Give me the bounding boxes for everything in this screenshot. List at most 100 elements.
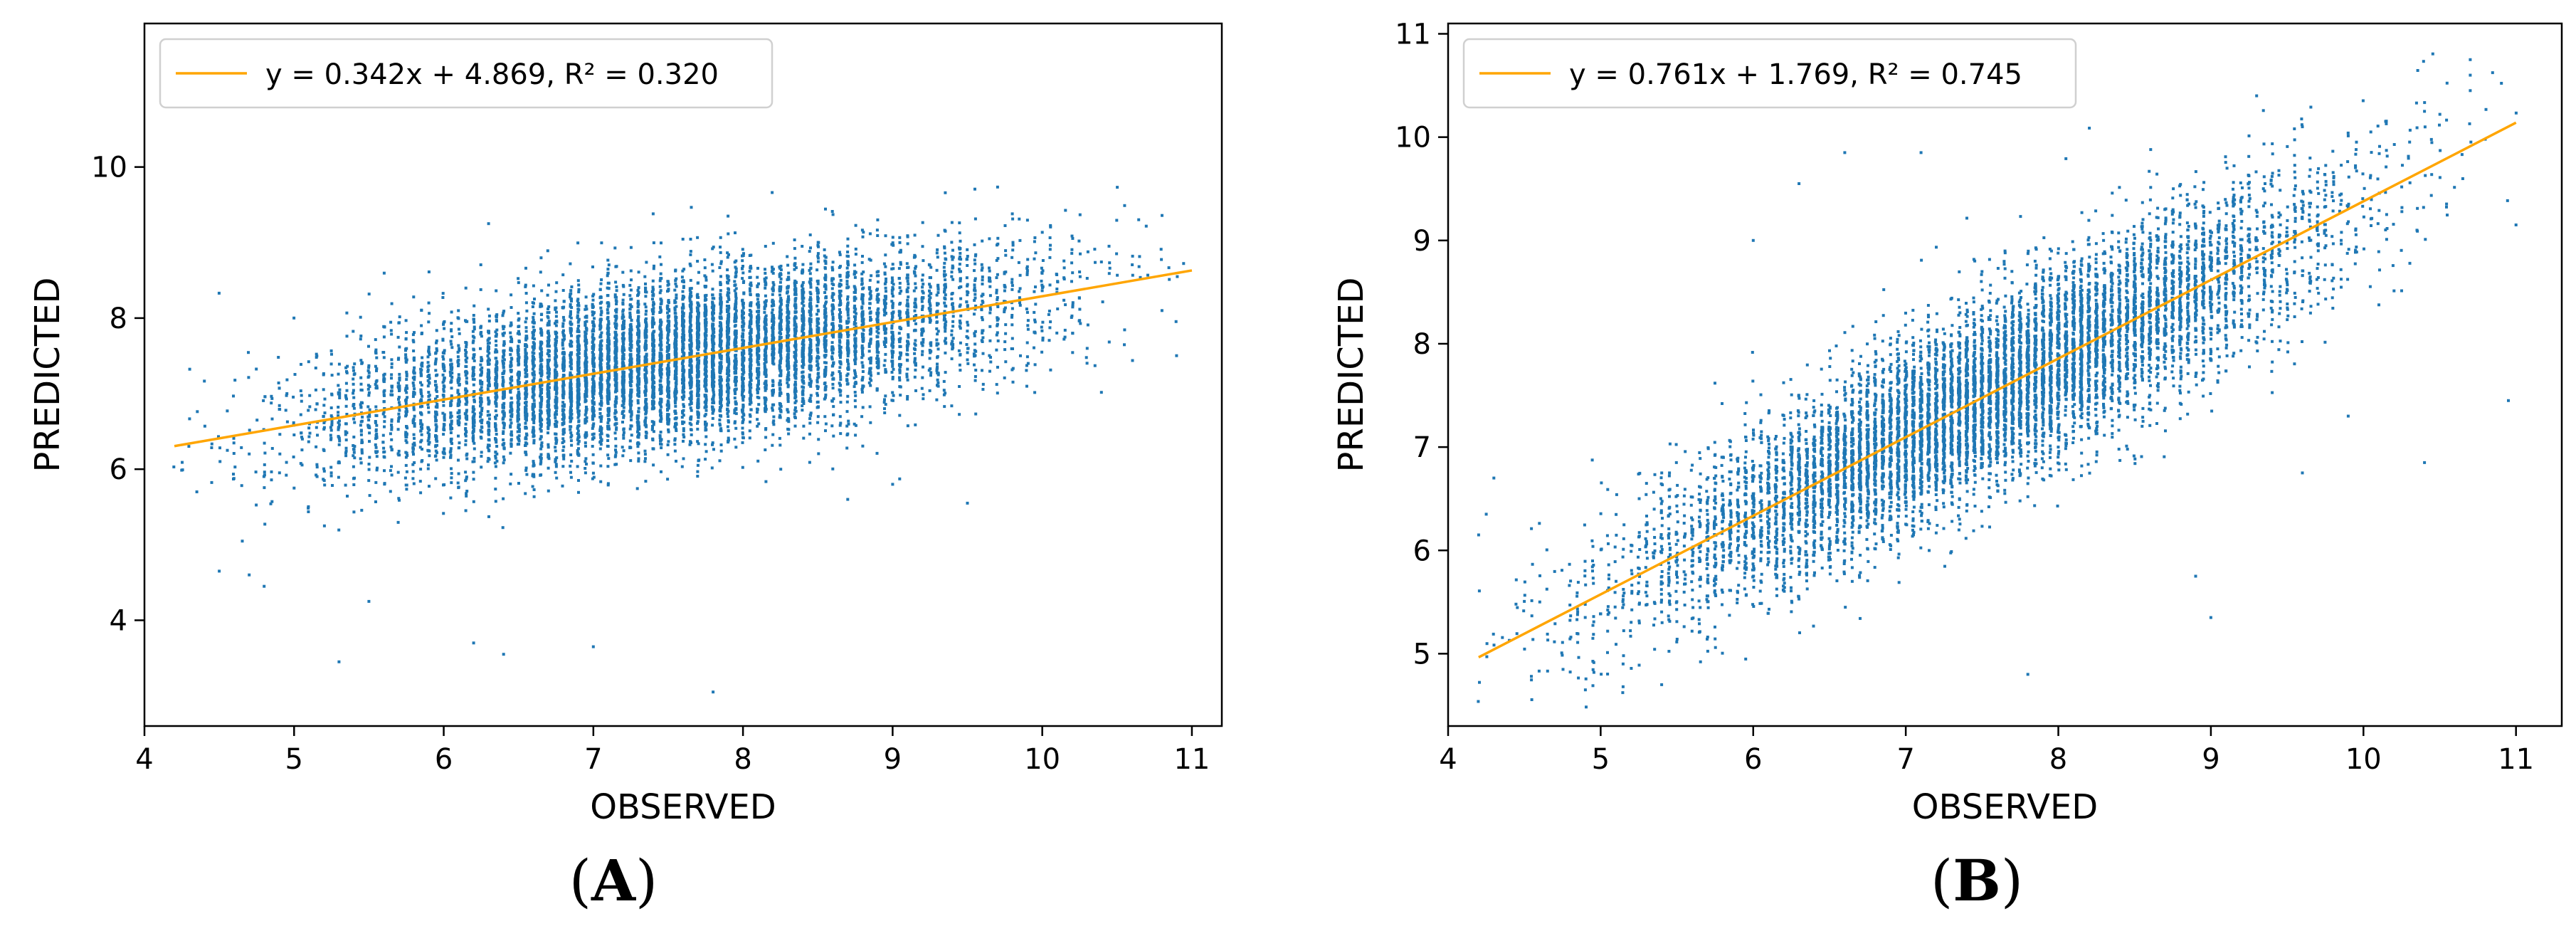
chart-a-point <box>322 421 326 424</box>
chart-a-point <box>959 277 962 280</box>
chart-a-point <box>524 347 527 351</box>
chart-a-point <box>869 362 872 365</box>
chart-a-point <box>867 349 871 353</box>
chart-a-point <box>944 278 947 282</box>
chart-a-point <box>824 288 828 291</box>
chart-a-point <box>412 295 416 299</box>
chart-a-point <box>913 352 917 355</box>
chart-a-point <box>419 491 423 495</box>
chart-a-point <box>495 441 498 444</box>
chart-a-point <box>778 443 782 447</box>
chart-a-point <box>988 307 992 311</box>
chart-a-point <box>719 293 722 297</box>
chart-a-point <box>697 416 700 419</box>
chart-a-point <box>899 261 902 264</box>
chart-a-point <box>599 282 603 285</box>
chart-a-point <box>891 263 894 266</box>
chart-a-point <box>884 297 887 300</box>
chart-a-point <box>554 363 557 367</box>
chart-a-point <box>412 482 416 485</box>
chart-a-point <box>757 422 761 426</box>
chart-a-point <box>1003 340 1007 344</box>
chart-a-point <box>389 320 393 324</box>
chart-a-point <box>981 275 984 279</box>
chart-a-point <box>741 281 745 284</box>
chart-a-point <box>853 318 857 321</box>
chart-a-point <box>345 389 349 392</box>
chart-a-point <box>726 376 729 379</box>
chart-a-point <box>636 445 640 448</box>
chart-a-point <box>1033 236 1037 239</box>
chart-a-point <box>539 318 543 322</box>
chart-a-point <box>742 291 746 295</box>
chart-a-point <box>749 356 752 359</box>
chart-a-point <box>815 401 819 404</box>
chart-a-point <box>862 231 865 234</box>
chart-a-point <box>898 241 902 244</box>
chart-a-point <box>988 285 992 288</box>
chart-a-point <box>532 399 536 402</box>
chart-a-point <box>337 406 340 409</box>
chart-a-point <box>1047 310 1051 312</box>
chart-a-point <box>950 270 954 274</box>
chart-a-point <box>419 419 423 422</box>
chart-a-point <box>367 463 371 466</box>
chart-a-point <box>502 364 505 367</box>
chart-a-point <box>898 281 902 285</box>
chart-a-point <box>658 255 662 258</box>
chart-a-point <box>666 311 669 315</box>
chart-a-point <box>935 293 939 297</box>
chart-a-point <box>854 424 857 427</box>
chart-a-point <box>420 460 423 463</box>
chart-a-point <box>778 416 781 419</box>
chart-a-point <box>1176 275 1179 278</box>
chart-a-point <box>651 312 655 315</box>
chart-a-point <box>936 330 940 333</box>
chart-a-point <box>352 396 356 399</box>
chart-a-point <box>658 388 662 391</box>
chart-a-point <box>269 502 273 505</box>
chart-a-point <box>1107 244 1111 248</box>
chart-a-point <box>690 399 692 403</box>
chart-a-point <box>562 319 566 322</box>
chart-a-point <box>569 262 572 265</box>
chart-a-point <box>667 310 671 312</box>
chart-a-point <box>600 310 603 313</box>
chart-a-point <box>418 446 422 449</box>
chart-a-point <box>458 347 461 350</box>
chart-a-point <box>540 289 544 293</box>
chart-a-point <box>547 443 550 446</box>
chart-a-point <box>838 308 841 311</box>
chart-a-point <box>1003 289 1006 293</box>
chart-a-point <box>883 407 886 411</box>
chart-a-point <box>838 313 841 317</box>
chart-a-point <box>778 353 782 357</box>
chart-a-point <box>412 453 415 456</box>
chart-a-point <box>435 329 438 332</box>
chart-a-point <box>344 454 348 458</box>
chart-a-point <box>965 276 968 280</box>
chart-a-point <box>487 337 490 341</box>
chart-a-point <box>675 382 678 384</box>
chart-a-point <box>473 441 476 445</box>
chart-a-point <box>277 356 280 359</box>
chart-a-point <box>359 337 362 341</box>
chart-a-point <box>502 366 505 369</box>
chart-a-point <box>914 322 917 325</box>
chart-a-point <box>727 436 730 440</box>
chart-a-point <box>653 264 655 268</box>
chart-a-point <box>622 436 625 440</box>
chart-a-point <box>869 421 872 424</box>
chart-a-point <box>547 489 550 493</box>
chart-a-point <box>876 340 880 343</box>
chart-a-point <box>337 443 341 446</box>
chart-a-point <box>922 327 925 331</box>
chart-a-point <box>1041 338 1045 342</box>
chart-a-point <box>464 319 467 322</box>
chart-a-point <box>428 485 431 488</box>
chart-a-point <box>630 379 633 382</box>
chart-a-point <box>532 426 535 429</box>
chart-a-point <box>839 351 843 354</box>
chart-a-point <box>860 390 864 394</box>
chart-a-point <box>480 426 484 429</box>
